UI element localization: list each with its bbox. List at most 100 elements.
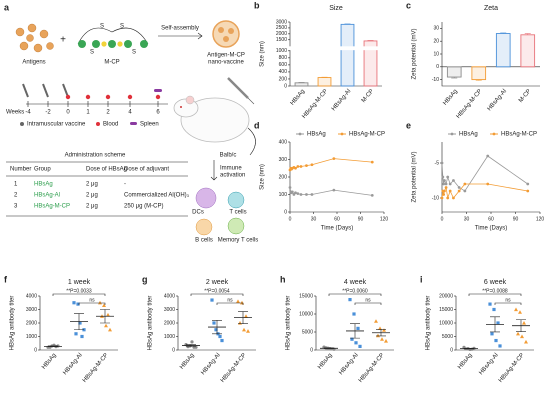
- x-tick-label: 30: [311, 216, 317, 222]
- x-tick-label: HBsAg-M-CP: [220, 352, 248, 383]
- x-tick-label: HBsAg-Al: [478, 352, 499, 376]
- y-tick-label: 5000: [302, 329, 313, 335]
- x-tick-label: HBsAg-M-CP: [456, 88, 484, 119]
- y-tick-label: 4000: [164, 293, 175, 299]
- point: [442, 193, 446, 196]
- spleen-mark: [154, 89, 162, 92]
- point: [358, 344, 362, 348]
- syringe: [22, 83, 29, 98]
- activation-label: Immune: [220, 166, 242, 172]
- point: [220, 338, 224, 343]
- x-tick-label: M-CP: [361, 88, 375, 104]
- point: [374, 319, 378, 323]
- point: [76, 302, 80, 306]
- y-tick-label: 600: [279, 62, 288, 68]
- cells: [195, 187, 245, 236]
- point: [498, 344, 502, 348]
- x-tick-label: HBsAg-M-CP: [301, 88, 329, 119]
- legend-label: Intramuscular vaccine: [27, 122, 86, 128]
- point: [242, 327, 246, 332]
- y-tick-label: 10000: [439, 320, 453, 326]
- point: [288, 186, 292, 189]
- legend-marker: [340, 132, 344, 136]
- chart-title: 1 week: [68, 279, 91, 286]
- y-tick-label: -10: [432, 195, 439, 201]
- blood-dot: [155, 94, 161, 100]
- point: [108, 327, 112, 332]
- point: [310, 193, 314, 196]
- series-line: [289, 158, 373, 171]
- significance-label: ns: [89, 297, 95, 303]
- point: [356, 326, 360, 330]
- sem-bar: [464, 348, 474, 350]
- table-title: Administration scheme: [65, 153, 126, 159]
- significance-bracket: [328, 293, 382, 296]
- chart-title: 2 week: [206, 279, 229, 286]
- sem-bar: [490, 316, 500, 333]
- point: [218, 334, 222, 339]
- point: [448, 182, 452, 186]
- table-header: Dose of adjuvant: [124, 167, 169, 173]
- administration-table: Administration scheme Number Group Dose of…: [6, 153, 190, 217]
- significance-bracket: [216, 302, 244, 305]
- significance-label: ns: [227, 297, 233, 303]
- y-tick-label: -5: [435, 160, 440, 166]
- y-tick-label: 0: [172, 347, 175, 353]
- panel-label: c: [406, 0, 411, 10]
- table-cell: HBsAg-M-CP: [34, 204, 70, 210]
- sem-bar: [376, 329, 386, 337]
- point: [516, 331, 520, 336]
- blood-dot: [105, 94, 111, 100]
- sulfur-label: S: [100, 24, 104, 30]
- sem-bar: [186, 344, 196, 347]
- point: [494, 338, 498, 343]
- arrow: [158, 32, 203, 40]
- bar: [471, 66, 487, 81]
- table-header: Dose of HBsAg: [86, 167, 127, 173]
- chart-title: Size: [329, 5, 343, 12]
- significance-label: **P=0.0088: [482, 288, 508, 294]
- x-tick-label: HBsAg-M-CP: [498, 352, 526, 383]
- y-tick-label: 0: [450, 347, 453, 353]
- y-tick-label: 1500: [276, 37, 287, 43]
- sem-bar: [212, 320, 222, 335]
- axis-break-gap: [291, 46, 383, 51]
- table-cell: HBsAg-Al: [34, 193, 60, 199]
- y-tick-label: 0: [436, 64, 439, 70]
- legend-spleen: [130, 122, 137, 125]
- y-axis-label: Size (nm): [260, 164, 266, 190]
- sulfur-label: S: [120, 24, 124, 30]
- axis-line: [441, 22, 540, 87]
- point: [190, 340, 194, 344]
- point: [74, 332, 78, 336]
- point: [376, 333, 380, 338]
- x-tick-label: HBsAg-Al: [331, 88, 352, 112]
- panel-label: a: [4, 2, 10, 12]
- x-tick-label: HBsAg-Al: [62, 352, 83, 376]
- point: [354, 341, 358, 345]
- point: [80, 334, 84, 339]
- error-bar: [524, 33, 531, 35]
- chart-title: 4 week: [344, 279, 367, 286]
- x-tick-label: HBsAg-M-CP: [358, 352, 386, 383]
- bar: [294, 82, 309, 87]
- significance-bracket: [190, 293, 244, 296]
- significance-bracket: [78, 302, 106, 305]
- y-tick-label: 15000: [299, 293, 313, 299]
- blood-dot: [85, 94, 91, 100]
- point: [463, 182, 467, 186]
- point: [446, 196, 450, 200]
- error-bar: [451, 77, 458, 79]
- chart-title: Zeta: [484, 5, 498, 12]
- point: [332, 157, 336, 161]
- point: [246, 329, 250, 333]
- y-axis-label: HBsAg antibody titer: [10, 296, 16, 351]
- point: [384, 339, 388, 343]
- point: [238, 321, 242, 325]
- y-tick-label: 800: [279, 55, 288, 61]
- significance-bracket: [494, 302, 522, 305]
- x-tick-label: HBsAg: [41, 352, 58, 370]
- x-tick-label: HBsAg-Al: [338, 352, 359, 376]
- point: [305, 193, 308, 196]
